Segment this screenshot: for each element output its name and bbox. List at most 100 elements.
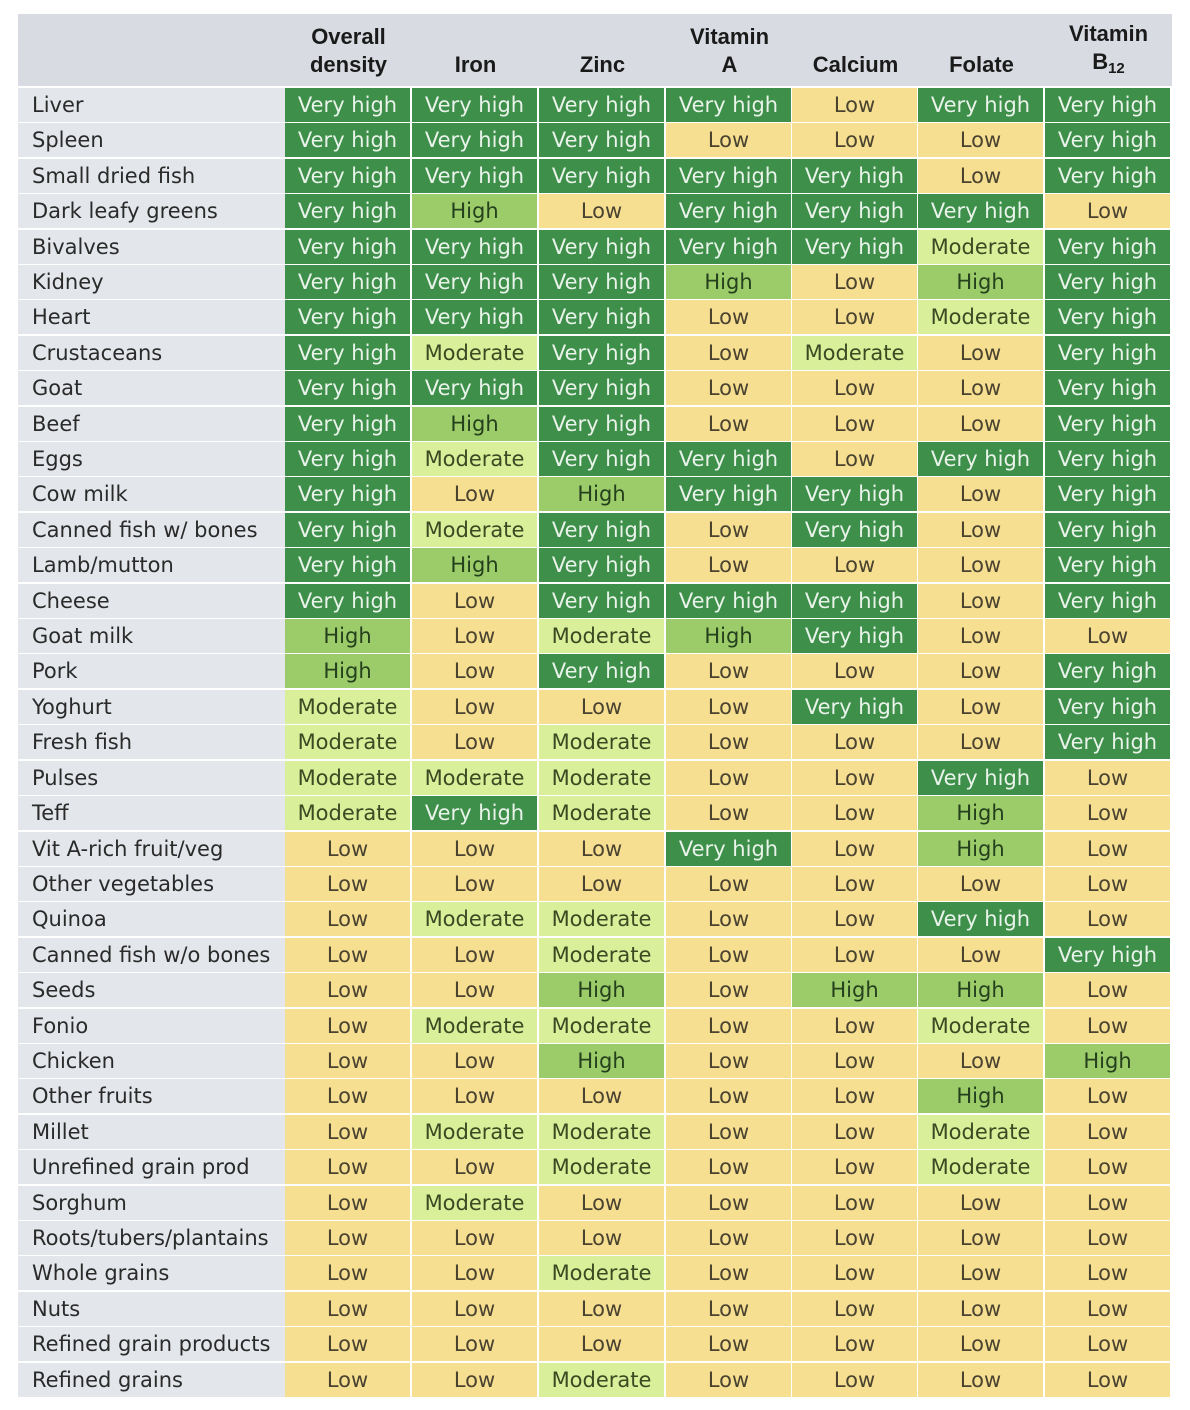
density-cell: Low bbox=[792, 1150, 919, 1186]
density-cell: Very high bbox=[666, 194, 793, 230]
density-cell: Low bbox=[412, 1362, 539, 1398]
column-header-line: B12 bbox=[1069, 48, 1148, 79]
density-cell: Very high bbox=[285, 335, 412, 371]
table-row: Heart Very high Very high Very high Low Low Mo… bbox=[18, 300, 1172, 336]
food-label: Seeds bbox=[18, 973, 285, 1009]
density-cell: Low bbox=[666, 300, 793, 336]
column-header-0: Overall density bbox=[285, 14, 412, 86]
density-cell: Low bbox=[792, 1043, 919, 1079]
density-cell: High bbox=[918, 796, 1045, 832]
density-cell: Low bbox=[1045, 973, 1172, 1009]
density-cell: Low bbox=[412, 477, 539, 513]
density-cell: Low bbox=[666, 1043, 793, 1079]
density-cell: Low bbox=[666, 1291, 793, 1327]
density-cell: Very high bbox=[792, 512, 919, 548]
density-cell: Very high bbox=[539, 406, 666, 442]
density-cell: Moderate bbox=[412, 335, 539, 371]
density-cell: Low bbox=[412, 1150, 539, 1186]
food-label: Other fruits bbox=[18, 1079, 285, 1115]
density-cell: Low bbox=[792, 371, 919, 407]
density-cell: Very high bbox=[539, 371, 666, 407]
density-cell: Low bbox=[918, 123, 1045, 159]
density-cell: Very high bbox=[285, 88, 412, 123]
density-cell: Low bbox=[918, 689, 1045, 725]
column-header-line: Overall bbox=[311, 24, 386, 49]
food-label: Chicken bbox=[18, 1043, 285, 1079]
table-row: Kidney Very high Very high Very high High Low… bbox=[18, 265, 1172, 301]
density-cell: Low bbox=[1045, 866, 1172, 902]
density-cell: High bbox=[918, 265, 1045, 301]
table-row: Chicken Low Low High Low Low Low High bbox=[18, 1043, 1172, 1079]
density-cell: Very high bbox=[792, 158, 919, 194]
density-cell: Moderate bbox=[412, 512, 539, 548]
density-cell: Low bbox=[792, 760, 919, 796]
table-row: Millet Low Moderate Moderate Low Low Moderate L… bbox=[18, 1114, 1172, 1150]
density-cell: Very high bbox=[918, 442, 1045, 478]
density-cell: Low bbox=[285, 1150, 412, 1186]
food-label: Pork bbox=[18, 654, 285, 690]
density-cell: Low bbox=[1045, 902, 1172, 938]
table-row: Whole grains Low Low Moderate Low Low Low Low bbox=[18, 1256, 1172, 1292]
density-cell: Low bbox=[918, 583, 1045, 619]
density-cell: Very high bbox=[285, 371, 412, 407]
density-cell: Very high bbox=[285, 194, 412, 230]
density-cell: Very high bbox=[285, 442, 412, 478]
food-label: Sorghum bbox=[18, 1185, 285, 1221]
density-cell: Low bbox=[666, 1327, 793, 1363]
density-cell: Low bbox=[666, 902, 793, 938]
density-cell: Low bbox=[1045, 1114, 1172, 1150]
density-cell: Moderate bbox=[539, 725, 666, 761]
density-cell: Low bbox=[539, 1220, 666, 1256]
food-label: Nuts bbox=[18, 1291, 285, 1327]
density-cell: Moderate bbox=[539, 1362, 666, 1398]
food-label: Spleen bbox=[18, 123, 285, 159]
density-cell: Low bbox=[666, 548, 793, 584]
column-header-line: A bbox=[721, 52, 738, 77]
density-cell: Very high bbox=[539, 88, 666, 123]
column-header-4: Calcium bbox=[792, 14, 919, 86]
food-label: Fresh fish bbox=[18, 725, 285, 761]
density-cell: Low bbox=[412, 725, 539, 761]
density-cell: Low bbox=[285, 1008, 412, 1044]
density-cell: Very high bbox=[1045, 937, 1172, 973]
density-cell: Low bbox=[412, 583, 539, 619]
density-cell: Low bbox=[792, 123, 919, 159]
density-cell: High bbox=[412, 548, 539, 584]
density-cell: Very high bbox=[666, 477, 793, 513]
density-cell: Very high bbox=[539, 158, 666, 194]
density-cell: Very high bbox=[285, 229, 412, 265]
table-row: Lamb/mutton Very high High Very high Low Low L… bbox=[18, 548, 1172, 584]
density-cell: Moderate bbox=[539, 796, 666, 832]
density-cell: Low bbox=[539, 1185, 666, 1221]
density-cell: Low bbox=[1045, 619, 1172, 655]
density-cell: Low bbox=[1045, 796, 1172, 832]
table-row: Cow milk Very high Low High Very high Very hi… bbox=[18, 477, 1172, 513]
density-cell: Low bbox=[412, 619, 539, 655]
density-cell: Low bbox=[792, 1327, 919, 1363]
density-cell: Low bbox=[285, 1043, 412, 1079]
table-row: Eggs Very high Moderate Very high Very high L… bbox=[18, 442, 1172, 478]
density-cell: Low bbox=[666, 937, 793, 973]
density-cell: Low bbox=[792, 406, 919, 442]
density-cell: Low bbox=[285, 866, 412, 902]
density-cell: High bbox=[539, 1043, 666, 1079]
density-cell: Low bbox=[792, 300, 919, 336]
table-row: Canned fish w/o bones Low Low Moderate Low Lo… bbox=[18, 937, 1172, 973]
table-row: Vit A-rich fruit/veg Low Low Low Very high Lo… bbox=[18, 831, 1172, 867]
density-cell: Low bbox=[666, 654, 793, 690]
density-cell: Low bbox=[285, 1256, 412, 1292]
column-header-1: Iron bbox=[412, 14, 539, 86]
density-cell: Moderate bbox=[285, 689, 412, 725]
density-cell: Very high bbox=[1045, 583, 1172, 619]
density-cell: Low bbox=[666, 123, 793, 159]
table-row: Goat milk High Low Moderate High Very high Low… bbox=[18, 619, 1172, 655]
density-cell: Low bbox=[412, 1043, 539, 1079]
table-row: Bivalves Very high Very high Very high Very … bbox=[18, 229, 1172, 265]
density-cell: Very high bbox=[792, 194, 919, 230]
density-cell: Moderate bbox=[539, 760, 666, 796]
density-cell: Very high bbox=[412, 300, 539, 336]
density-cell: Very high bbox=[539, 548, 666, 584]
density-cell: Low bbox=[666, 335, 793, 371]
density-cell: Low bbox=[792, 1291, 919, 1327]
density-cell: Very high bbox=[666, 583, 793, 619]
